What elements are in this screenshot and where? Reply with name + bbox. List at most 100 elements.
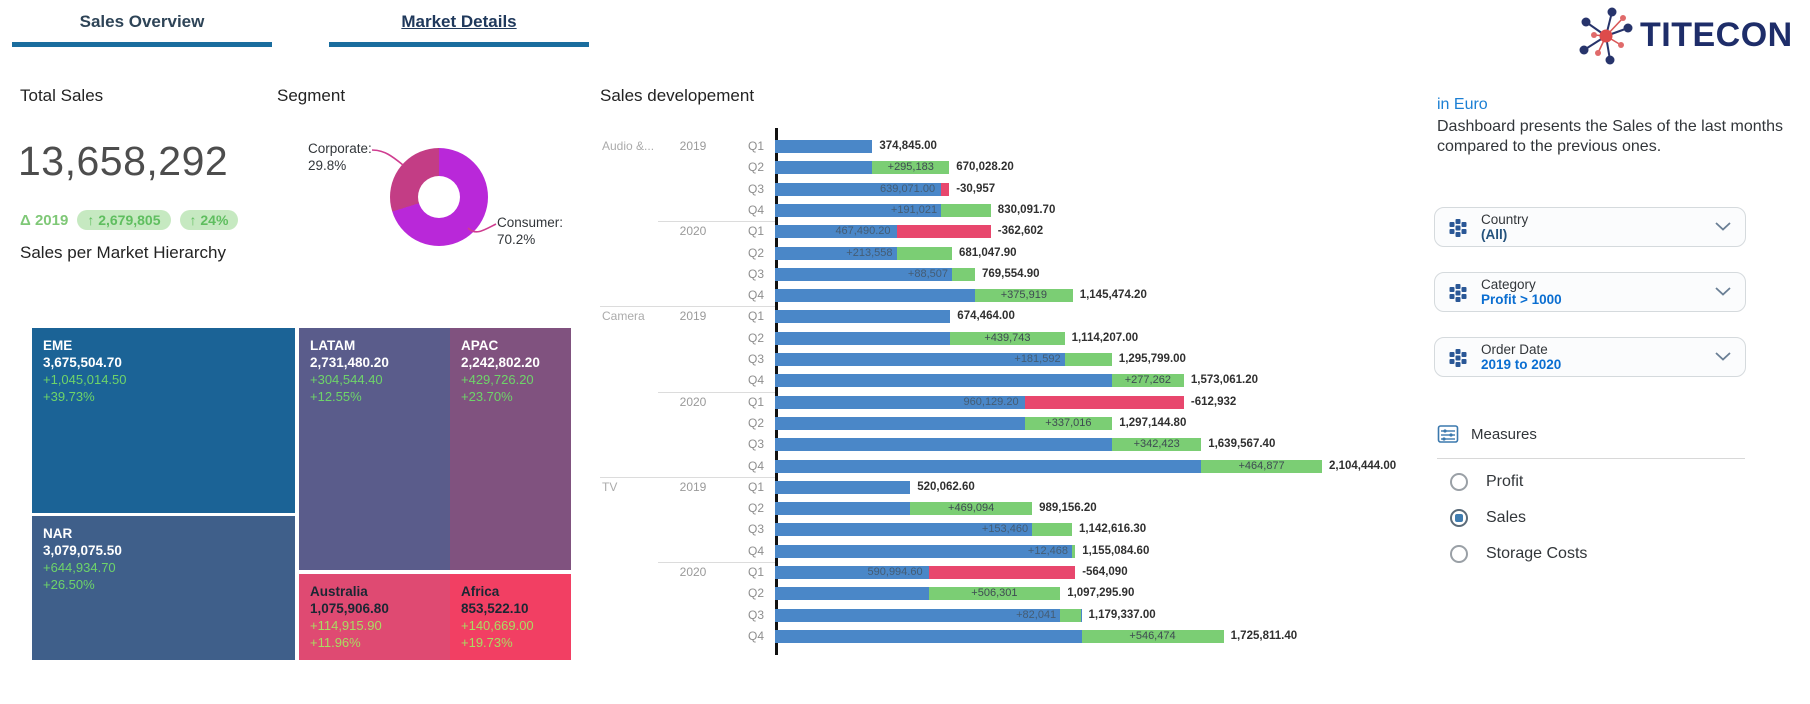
value-bar[interactable] xyxy=(775,438,1202,452)
value-bar[interactable] xyxy=(775,480,911,494)
chevron-down-icon xyxy=(1715,222,1731,231)
tile-value: 2,242,802.20 xyxy=(461,355,540,370)
increase-bar[interactable] xyxy=(950,331,1065,345)
filter-category[interactable]: Category Profit > 1000 xyxy=(1434,272,1746,312)
divider xyxy=(1437,458,1745,459)
increase-bar[interactable] xyxy=(1201,459,1322,473)
value-bar[interactable] xyxy=(775,353,1112,366)
value-bar[interactable] xyxy=(775,395,1025,409)
sales-development-title: Sales developement xyxy=(600,86,755,105)
increase-bar[interactable] xyxy=(896,246,952,260)
radio-sales[interactable]: Sales xyxy=(1450,509,1526,527)
chart-row: Q3 +88,507 769,554.90 xyxy=(600,264,1430,285)
increase-bar[interactable] xyxy=(1024,416,1113,430)
delta-label: +439,743 xyxy=(984,331,1031,344)
treemap-tile-apac[interactable]: APAC 2,242,802.20 +429,726.20 +23.70% xyxy=(450,328,571,570)
increase-bar[interactable] xyxy=(928,587,1061,601)
decrease-bar[interactable] xyxy=(928,566,1076,579)
filter-order-date[interactable]: Order Date 2019 to 2020 xyxy=(1434,337,1746,377)
end-value-label: 1,142,616.30 xyxy=(1079,523,1147,536)
chart-row: Q4 +464,877 2,104,444.00 xyxy=(600,456,1430,477)
delta-label: +12,468 xyxy=(1027,544,1068,557)
donut-label-corporate: Corporate: 29.8% xyxy=(308,140,372,174)
radio-icon xyxy=(1450,473,1468,491)
end-value-label: 670,028.20 xyxy=(956,161,1014,174)
value-bar[interactable] xyxy=(775,310,951,324)
increase-bar[interactable] xyxy=(1081,629,1224,643)
donut-hole xyxy=(418,176,460,218)
decrease-bar[interactable] xyxy=(896,225,991,239)
tab-sales-overview[interactable]: Sales Overview xyxy=(12,12,272,47)
tile-delta: +304,544.40 xyxy=(310,372,383,387)
increase-bar[interactable] xyxy=(910,502,1033,516)
increase-bar[interactable] xyxy=(872,161,950,175)
tile-name: EME xyxy=(43,338,73,353)
filter-value: 2019 to 2020 xyxy=(1481,357,1562,372)
end-value-label: 1,639,567.40 xyxy=(1208,438,1276,451)
tile-name: Australia xyxy=(310,584,368,599)
increase-bar[interactable] xyxy=(1060,608,1082,622)
radio-storage-costs[interactable]: Storage Costs xyxy=(1450,545,1587,563)
treemap-tile-africa[interactable]: Africa 853,522.10 +140,669.00 +19.73% xyxy=(450,574,571,660)
increase-bar[interactable] xyxy=(975,289,1073,303)
chart-row: Q3 639,071.00 -30,957 xyxy=(600,179,1430,200)
tile-delta: +1,045,014.50 xyxy=(43,372,127,387)
radio-icon xyxy=(1450,545,1468,563)
increase-bar[interactable] xyxy=(1072,544,1076,558)
quarter-axis-label: Q3 xyxy=(747,181,764,196)
increase-bar[interactable] xyxy=(941,203,991,217)
quarter-axis-label: Q2 xyxy=(747,586,764,601)
chart-row: 2020 Q1 960,129.20 -612,932 xyxy=(600,391,1430,413)
product-axis-label: TV xyxy=(602,479,618,494)
chart-row: Q2 +506,301 1,097,295.90 xyxy=(600,583,1430,604)
tab-label: Market Details xyxy=(401,12,517,31)
chart-row: Q3 +342,423 1,639,567.40 xyxy=(600,434,1430,455)
company-logo: TITECON xyxy=(1576,4,1793,66)
value-bar[interactable] xyxy=(775,182,942,196)
end-value-label: 681,047.90 xyxy=(959,246,1017,259)
value-bar[interactable] xyxy=(775,203,991,217)
donut-leader-lines xyxy=(371,149,497,233)
filter-country[interactable]: Country (All) xyxy=(1434,207,1746,247)
quarter-axis-label: Q4 xyxy=(747,202,764,217)
value-bar[interactable] xyxy=(775,374,1184,388)
tile-delta: +19.73% xyxy=(461,635,513,650)
increase-bar[interactable] xyxy=(1032,523,1072,537)
radio-profit[interactable]: Profit xyxy=(1450,473,1523,491)
treemap-tile-eme[interactable]: EME 3,675,504.70 +1,045,014.50 +39.73% xyxy=(32,328,295,513)
delta-label: +546,474 xyxy=(1129,629,1176,642)
chart-row: Q2 +295,183 670,028.20 xyxy=(600,157,1430,178)
increase-bar[interactable] xyxy=(1064,353,1112,366)
value-bar[interactable] xyxy=(775,225,897,239)
value-bar[interactable] xyxy=(775,544,1076,558)
increase-bar[interactable] xyxy=(952,267,975,281)
end-value-label: -362,602 xyxy=(997,225,1044,238)
value-bar[interactable] xyxy=(775,459,1322,473)
value-bar[interactable] xyxy=(775,523,1072,537)
decrease-bar[interactable] xyxy=(941,182,950,196)
tab-market-details[interactable]: Market Details xyxy=(329,12,589,47)
radio-label: Storage Costs xyxy=(1486,545,1588,562)
treemap-tile-australia[interactable]: Australia 1,075,906.80 +114,915.90 +11.96% xyxy=(299,574,480,660)
chart-row: Q2 +337,016 1,297,144.80 xyxy=(600,413,1430,434)
year-axis-label: 2019 xyxy=(679,309,707,324)
treemap-tile-nar[interactable]: NAR 3,079,075.50 +644,934.70 +26.50% xyxy=(32,516,295,660)
quarter-axis-label: Q2 xyxy=(747,245,764,260)
value-bar[interactable] xyxy=(775,608,1082,622)
value-bar[interactable] xyxy=(775,267,975,281)
measures-header: Measures xyxy=(1437,423,1537,445)
end-value-label: 1,297,144.80 xyxy=(1119,416,1187,429)
end-value-label: -612,932 xyxy=(1190,395,1237,408)
end-value-label: 1,179,337.00 xyxy=(1088,608,1156,621)
delta-label: +181,592 xyxy=(1014,353,1061,365)
quarter-axis-label: Q1 xyxy=(747,139,764,153)
decrease-bar[interactable] xyxy=(1024,395,1184,409)
value-bar[interactable] xyxy=(775,140,873,153)
increase-bar[interactable] xyxy=(1112,438,1202,452)
treemap-tile-latam[interactable]: LATAM 2,731,480.20 +304,544.40 +12.55% xyxy=(299,328,480,570)
year-axis-label: 2020 xyxy=(679,394,707,409)
increase-bar[interactable] xyxy=(1111,374,1184,388)
value-bar[interactable] xyxy=(775,566,929,579)
end-value-label: 1,295,799.00 xyxy=(1118,353,1186,365)
